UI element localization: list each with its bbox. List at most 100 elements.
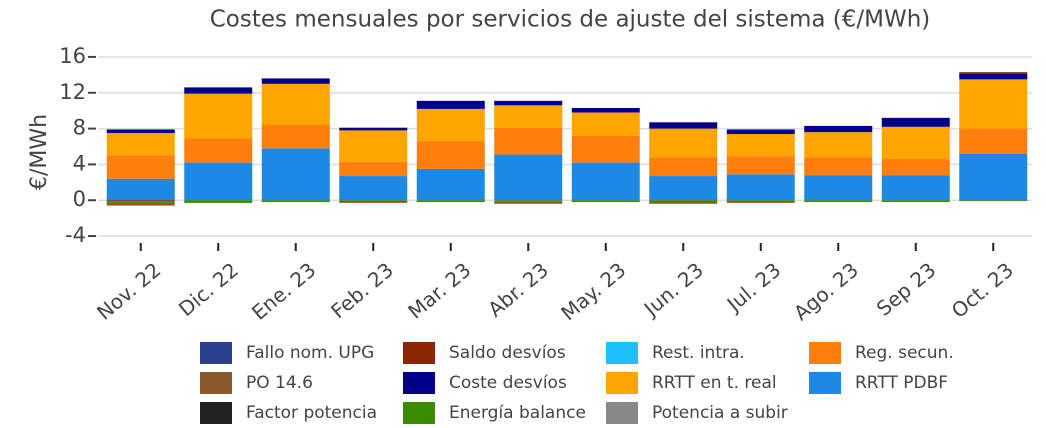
bar-segment xyxy=(494,127,563,155)
bar-segment xyxy=(106,178,175,201)
bar-segment xyxy=(184,93,253,139)
legend-swatch xyxy=(200,402,232,424)
chart-title: Costes mensuales por servicios de ajuste… xyxy=(210,7,931,33)
legend-swatch xyxy=(606,342,638,364)
bar-segment xyxy=(494,105,563,128)
legend-swatch xyxy=(809,372,841,394)
bar-segment xyxy=(416,200,485,203)
bar-segment xyxy=(106,133,175,156)
bar-segment xyxy=(726,200,795,203)
bar-segment xyxy=(881,175,950,201)
bar-segment xyxy=(726,156,795,175)
legend-label: Rest. intra. xyxy=(652,343,745,363)
legend-label: RRTT PDBF xyxy=(855,373,948,393)
bar-segment xyxy=(959,128,1028,154)
bar-segment xyxy=(571,200,640,203)
x-tick-label: Feb. 23 xyxy=(326,258,398,324)
bar-segment xyxy=(184,87,253,94)
x-tick-label: Dic. 22 xyxy=(174,258,243,321)
bar-segment xyxy=(649,122,718,129)
y-tick-label: -4 xyxy=(65,223,86,247)
bar-segment xyxy=(804,175,873,201)
bar-segment xyxy=(261,125,330,149)
bar-segment xyxy=(106,201,175,203)
bar-segment xyxy=(804,125,873,133)
bar-segment xyxy=(261,83,330,126)
x-tick-label: Ene. 23 xyxy=(247,258,320,325)
legend-label: RRTT en t. real xyxy=(652,373,777,393)
bar-segment xyxy=(339,200,408,203)
legend-swatch xyxy=(200,342,232,364)
bar-segment xyxy=(726,129,795,134)
x-tick-label: Mar. 23 xyxy=(403,258,475,324)
legend-label: Potencia a subir xyxy=(652,403,788,423)
legend-swatch xyxy=(403,372,435,394)
bar-segment xyxy=(494,201,563,204)
legend-swatch xyxy=(606,402,638,424)
bar-segment xyxy=(571,107,640,113)
bar-segment xyxy=(726,202,795,203)
y-tick-label: 12 xyxy=(59,80,86,104)
bar-segment xyxy=(959,73,1028,80)
legend-label: Reg. secun. xyxy=(855,343,954,363)
bar-segment xyxy=(184,162,253,201)
bar-segment xyxy=(726,174,795,201)
bar-segment xyxy=(184,200,253,203)
legend-swatch xyxy=(606,372,638,394)
y-tick-label: 4 xyxy=(73,151,86,175)
legend-label: Factor potencia xyxy=(246,403,377,423)
bar-segment xyxy=(184,138,253,163)
x-tick-label: Jul. 23 xyxy=(721,258,786,318)
x-tick-label: Nov. 22 xyxy=(92,258,165,325)
bar-segment xyxy=(261,78,330,84)
bar-segment xyxy=(649,128,718,158)
bar-segment xyxy=(881,159,950,176)
x-tick-label: May. 23 xyxy=(556,258,630,326)
legend-swatch xyxy=(200,372,232,394)
bar-segment xyxy=(106,200,175,202)
bar-segment xyxy=(649,200,718,203)
bar-segment xyxy=(106,129,175,134)
bar-segment xyxy=(959,79,1028,129)
legend-swatch xyxy=(403,402,435,424)
bar-segment xyxy=(339,176,408,201)
bar-segment xyxy=(339,202,408,203)
legend-label: PO 14.6 xyxy=(246,373,313,393)
bar-segment xyxy=(649,157,718,177)
bar-segment xyxy=(416,168,485,201)
legend-swatch xyxy=(403,342,435,364)
x-tick-label: Jun. 23 xyxy=(638,258,708,322)
bar-segment xyxy=(494,100,563,106)
y-tick-label: 8 xyxy=(73,116,86,140)
bar-segment xyxy=(649,202,718,204)
legend-swatch xyxy=(809,342,841,364)
bar-segment xyxy=(726,133,795,157)
x-tick-label: Ago. 23 xyxy=(789,258,863,326)
bar-segment xyxy=(804,200,873,203)
x-tick-label: Abr. 23 xyxy=(483,258,553,322)
bar-segment xyxy=(649,176,718,201)
bar-segment xyxy=(261,148,330,201)
y-axis-label: €/MWh xyxy=(27,114,52,190)
bar-segment xyxy=(881,117,950,127)
bar-segment xyxy=(106,155,175,179)
bar-segment xyxy=(106,202,175,206)
bar-segment xyxy=(804,132,873,158)
bar-segment xyxy=(416,141,485,169)
bar-segment xyxy=(571,112,640,136)
bar-segment xyxy=(339,127,408,131)
bar-segment xyxy=(494,200,563,202)
bar-segment xyxy=(959,200,1028,202)
y-tick-label: 0 xyxy=(73,187,86,211)
bar-segment xyxy=(339,161,408,177)
bar-segment xyxy=(804,157,873,176)
bar-segment xyxy=(339,130,408,162)
legend-label: Fallo nom. UPG xyxy=(246,343,374,363)
bar-segment xyxy=(416,108,485,142)
bar-segment xyxy=(261,200,330,203)
bar-segment xyxy=(959,72,1028,74)
bar-segment xyxy=(881,200,950,203)
legend-label: Coste desvíos xyxy=(449,373,567,393)
bar-segment xyxy=(416,100,485,109)
